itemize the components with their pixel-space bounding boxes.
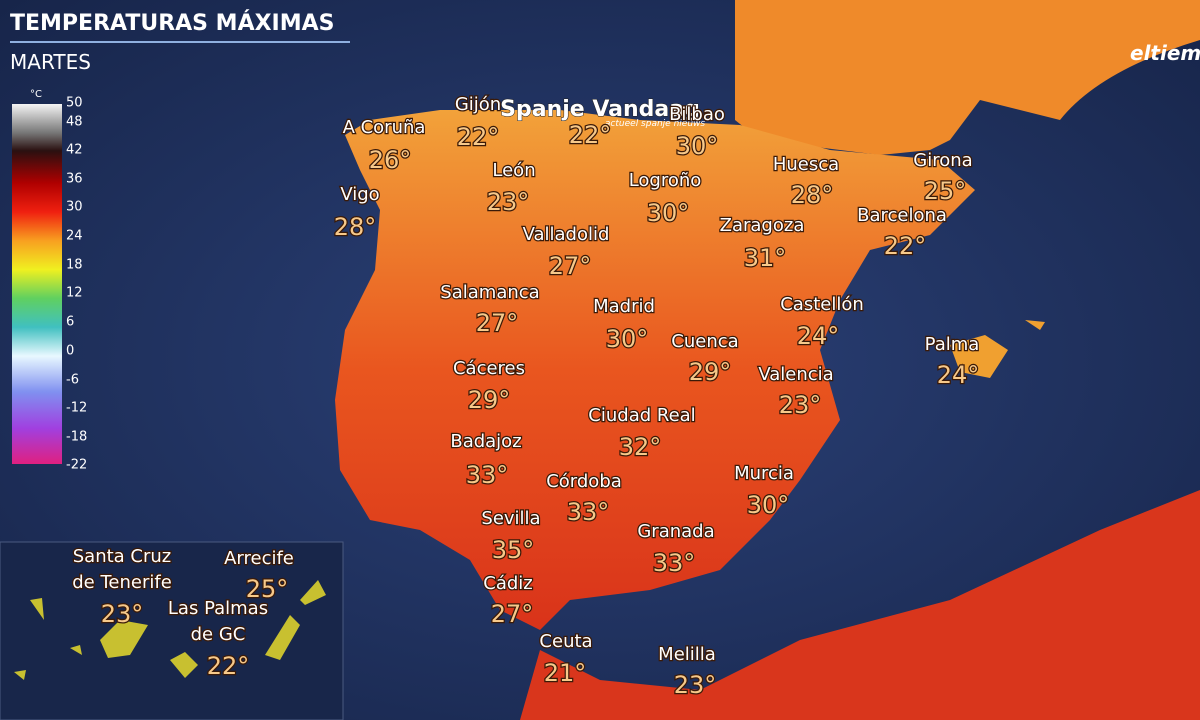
city-name: Gijón: [455, 94, 501, 115]
city-name: Arrecife: [224, 548, 294, 569]
city-temp: 22°: [207, 652, 250, 680]
city-temp: 28°: [791, 181, 834, 209]
city-name: Las Palmas: [168, 598, 268, 619]
city-name: Murcia: [734, 463, 794, 484]
menorca: [1025, 320, 1045, 330]
city-temp: 21°: [544, 659, 587, 687]
city-temp: 27°: [476, 309, 519, 337]
subtitle: MARTES: [10, 50, 91, 74]
city-temp: 35°: [492, 536, 535, 564]
city-name: Salamanca: [440, 282, 539, 303]
city-name: Valencia: [758, 364, 833, 385]
city-name: Córdoba: [546, 471, 622, 492]
legend-tick: 12: [66, 286, 83, 301]
city-temp: 28°: [334, 213, 377, 241]
city-name: Vigo: [340, 184, 379, 205]
legend-tick: 42: [66, 143, 83, 158]
legend-tick: -18: [66, 430, 87, 445]
city-name: Huesca: [773, 154, 839, 175]
legend-tick: 18: [66, 258, 83, 273]
city-temp: 25°: [246, 575, 289, 603]
city-temp: 29°: [468, 386, 511, 414]
city-temp: 33°: [567, 498, 610, 526]
city-temp: 27°: [549, 252, 592, 280]
city-name: Ceuta: [539, 631, 592, 652]
city-temp: 23°: [101, 600, 144, 628]
city-name: de Tenerife: [72, 572, 172, 593]
city-name: Zaragoza: [720, 215, 805, 236]
legend-tick: -12: [66, 401, 87, 416]
city-name: Bilbao: [669, 104, 725, 125]
legend-unit: °C: [30, 89, 42, 100]
legend-tick: 0: [66, 344, 74, 359]
city-temp: 32°: [619, 433, 662, 461]
city-name: Cuenca: [671, 331, 738, 352]
legend-tick: -22: [66, 458, 87, 473]
iberia: [335, 110, 975, 630]
city-temp: 27°: [491, 600, 534, 628]
city-temp: 22°: [884, 232, 927, 260]
city-name: Melilla: [658, 644, 716, 665]
city-name: Cádiz: [483, 573, 532, 594]
city-name: Cáceres: [453, 358, 525, 379]
watermark: Spanje Vandaag: [500, 97, 700, 122]
watermark-sub: actueel spanje nieuws: [605, 119, 705, 129]
city-name: Madrid: [593, 296, 655, 317]
city-name: León: [492, 160, 535, 181]
city-name: Sevilla: [481, 508, 540, 529]
mallorca: [950, 335, 1008, 378]
city-temp: 33°: [466, 461, 509, 489]
city-temp: 24°: [797, 322, 840, 350]
legend-tick: 36: [66, 172, 83, 187]
city-name: Logroño: [629, 170, 702, 191]
city-name: Barcelona: [857, 205, 947, 226]
city-temp: 23°: [779, 391, 822, 419]
city-name: de GC: [191, 624, 246, 645]
city-name: Valladolid: [523, 224, 610, 245]
title: TEMPERATURAS MÁXIMAS: [10, 10, 335, 36]
city-temp: 24°: [937, 361, 980, 389]
city-name: Badajoz: [450, 431, 521, 452]
city-temp: 30°: [747, 491, 790, 519]
city-temp: 33°: [653, 549, 696, 577]
city-name: Ciudad Real: [588, 405, 695, 426]
city-temp: 29°: [689, 358, 732, 386]
city-temp: 31°: [744, 244, 787, 272]
city-temp: 23°: [487, 188, 530, 216]
city-name: Santa Cruz: [73, 546, 172, 567]
canary-islands: [14, 580, 326, 680]
city-temp: 30°: [606, 325, 649, 353]
city-name: Girona: [913, 150, 972, 171]
france: [735, 0, 1200, 155]
city-name: Castellón: [780, 294, 864, 315]
color-scale: [12, 104, 62, 464]
city-temp: 25°: [924, 177, 967, 205]
city-temp: 22°: [457, 123, 500, 151]
city-name: Granada: [637, 521, 714, 542]
legend-tick: 50: [66, 96, 83, 111]
city-temp: 30°: [676, 132, 719, 160]
city-temp: 30°: [647, 199, 690, 227]
city-name: Palma: [925, 334, 980, 355]
legend-tick: 6: [66, 315, 74, 330]
city-temp: 26°: [369, 146, 412, 174]
legend-tick: 30: [66, 200, 83, 215]
city-name: A Coruña: [343, 117, 426, 138]
africa: [520, 490, 1200, 720]
brand-logo: eltiem: [1130, 41, 1200, 65]
city-temp: 22°: [569, 121, 612, 149]
legend-tick: -6: [66, 373, 79, 388]
legend-tick: 24: [66, 229, 83, 244]
legend-tick: 48: [66, 115, 83, 130]
city-temp: 23°: [674, 671, 717, 699]
